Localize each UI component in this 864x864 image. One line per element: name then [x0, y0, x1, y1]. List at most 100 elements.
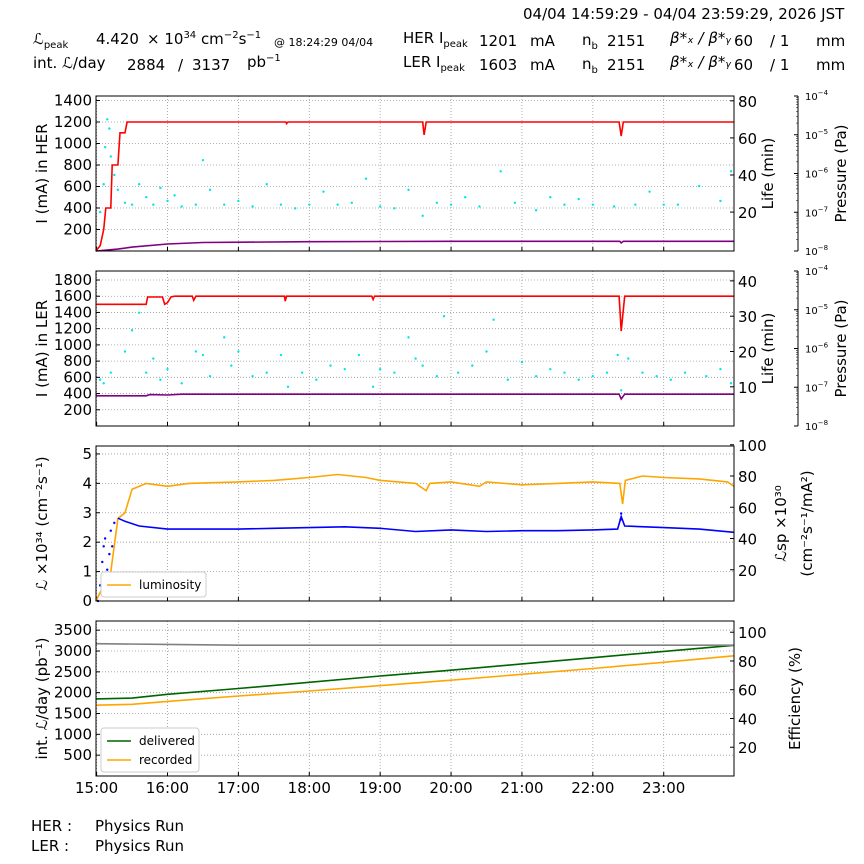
unit-exp: −2 — [223, 30, 239, 41]
point-HER-life — [499, 170, 502, 173]
her-nb-label: nb — [582, 31, 598, 52]
her-nb-value: 2151 — [607, 32, 646, 50]
pressure-tick-exp: −4 — [818, 89, 829, 97]
her-status-label: HER : — [31, 817, 73, 835]
intl-label: int. ℒ/day — [33, 54, 106, 72]
point-HER-life — [364, 177, 368, 180]
point-LER-life — [237, 350, 240, 353]
y-tick-label: 1000 — [54, 725, 92, 743]
point-LER-life — [159, 378, 162, 381]
point-HER-life — [513, 201, 517, 204]
series-HER-pressure — [95, 240, 734, 252]
her-ipeak-unit: mA — [530, 32, 555, 50]
point-LER-life — [407, 336, 410, 339]
y2-tick-label: 100 — [738, 437, 767, 455]
y-tick-label: 1400 — [54, 92, 92, 110]
point-HER-life — [108, 127, 111, 130]
label: HER I — [403, 29, 444, 47]
pressure-tick-label: 10−8 — [805, 419, 828, 433]
x-tick-label: 17:00 — [217, 779, 260, 797]
y2-tick-label: 20 — [738, 344, 757, 362]
point-HER-life — [145, 196, 148, 199]
y-tick-label: 600 — [63, 368, 92, 386]
point-LER-life — [393, 371, 396, 374]
ler-beta-unit: mm — [816, 56, 846, 74]
plot-frame — [95, 620, 735, 777]
y2-tick-label: 10 — [738, 379, 757, 397]
ler-status: Physics Run — [95, 837, 185, 855]
point-HER-life — [648, 190, 651, 193]
point-LER-life — [534, 375, 538, 378]
y-tick-label: 1200 — [54, 113, 92, 131]
series-luminosity — [95, 473, 735, 602]
point-HER-life — [719, 199, 722, 203]
point-LER-life — [315, 378, 318, 381]
point-HER-life — [173, 194, 176, 197]
point-LER-life — [563, 371, 566, 374]
point-specific-luminosity-points — [101, 560, 104, 564]
y-tick-label: 1800 — [54, 271, 92, 289]
legend-label-recorded: recorded — [139, 753, 192, 767]
pressure-tick-label: 10−7 — [805, 380, 828, 394]
y-tick-label: 200 — [63, 221, 92, 239]
y-tick-label: 1000 — [54, 135, 92, 153]
y-tick-label: 1600 — [54, 287, 92, 305]
y-axis-label: int. ℒ/day (pb⁻¹) — [33, 638, 51, 760]
her-ipeak-value: 1201 — [479, 32, 518, 50]
point-HER-life — [449, 203, 453, 206]
y2-tick-label: 40 — [738, 273, 757, 291]
unit-exp: 34 — [183, 30, 197, 41]
y-axis-label: I (mA) in HER — [33, 123, 51, 223]
y-tick-label: 1000 — [54, 336, 92, 354]
lpeak-value: 4.420 — [96, 30, 139, 48]
point-HER-life — [265, 183, 268, 186]
point-LER-life — [520, 360, 524, 364]
point-HER-life — [464, 196, 467, 199]
y-tick-label: 600 — [63, 178, 92, 196]
point-HER-life — [237, 199, 240, 203]
point-LER-life — [619, 389, 623, 392]
point-LER-life — [442, 314, 446, 318]
point-HER-life — [612, 205, 616, 208]
her-beta-x: 60 — [734, 32, 754, 50]
series-delivered — [95, 644, 734, 700]
y2-tick-label: 60 — [738, 130, 757, 148]
plot-frame — [95, 445, 735, 602]
point-LER-life — [152, 357, 155, 360]
y2-tick-label: 40 — [738, 531, 757, 549]
pressure-tick-label: 10−6 — [805, 342, 829, 356]
panel-3: 0 1 2 3 4 5 20 40 60 80 100 ℒ ×10³⁴ (cm⁻²s⁻¹) ℒsp ×1… — [33, 437, 816, 610]
y2-tick-label: 20 — [738, 204, 757, 222]
y-tick-label: 3 — [82, 504, 92, 522]
point-specific-luminosity-points — [619, 518, 622, 521]
pressure-tick-label: 10−8 — [805, 244, 828, 258]
point-HER-life — [697, 184, 701, 188]
series-recorded — [95, 655, 734, 706]
point-LER-life — [98, 378, 102, 381]
y2-tick-label: 60 — [738, 499, 757, 517]
point-HER-life — [729, 170, 733, 173]
pressure-tick-exp: −8 — [818, 419, 828, 427]
ler-ipeak-label: LER Ipeak — [403, 53, 465, 74]
y2-tick-label: 100 — [738, 624, 767, 642]
y2-axis-label: Efficiency (%) — [786, 647, 804, 750]
point-LER-life — [343, 367, 346, 371]
y2-tick-label: 80 — [738, 468, 757, 486]
intl-delivered: 3137 — [192, 56, 231, 74]
ler-nb-value: 2151 — [607, 56, 646, 74]
label: n — [582, 55, 592, 73]
ler-beta-x: 60 — [734, 56, 754, 74]
intl-unit: pb−1 — [247, 53, 281, 71]
legend-label-delivered: delivered — [139, 734, 195, 748]
point-LER-life — [616, 353, 619, 357]
panel-1: 200 400 600 800 1000 1200 1400 20 40 60 80 I (mA) i… — [33, 89, 850, 258]
x-tick-label: 18:00 — [288, 779, 331, 797]
series-LER-current — [95, 295, 734, 332]
x-tick-label: 23:00 — [642, 779, 685, 797]
point-HER-life — [662, 203, 665, 206]
y-tick-label: 2000 — [54, 684, 92, 702]
point-LER-life — [378, 367, 382, 371]
point-LER-life — [729, 382, 733, 385]
